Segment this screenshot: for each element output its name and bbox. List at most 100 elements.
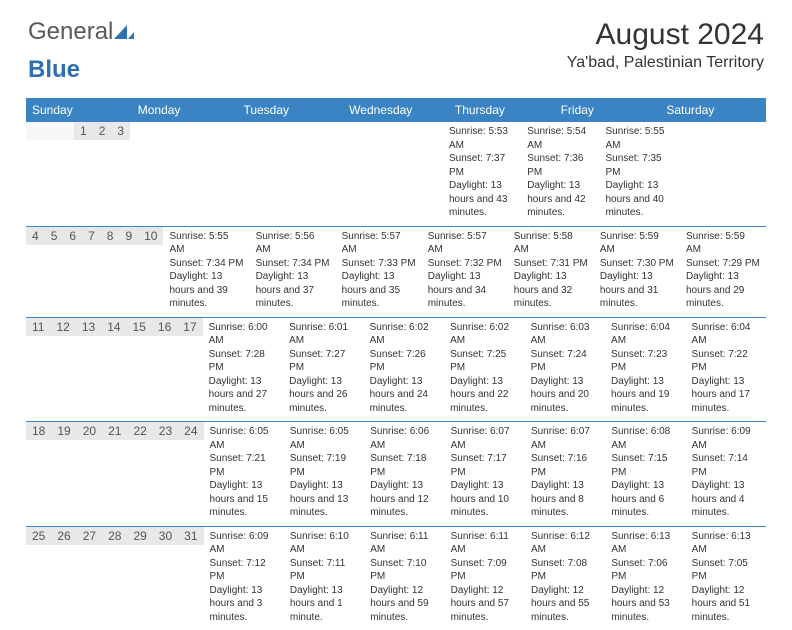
day-cell: Sunrise: 6:04 AMSunset: 7:22 PMDaylight:… xyxy=(686,318,766,422)
sunset-text: Sunset: 7:21 PM xyxy=(210,452,278,479)
day-number: 7 xyxy=(82,227,101,245)
sunset-text: Sunset: 7:28 PM xyxy=(209,348,277,375)
daylight-text: Daylight: 13 hours and 15 minutes. xyxy=(210,479,278,520)
sunset-text: Sunset: 7:24 PM xyxy=(531,348,599,375)
logo-text-blue: Blue xyxy=(28,56,80,83)
sunset-text: Sunset: 7:08 PM xyxy=(531,557,599,584)
day-number: 12 xyxy=(50,318,75,336)
sunrise-text: Sunrise: 6:12 AM xyxy=(531,530,599,557)
logo-text-general: General xyxy=(28,18,113,45)
sunset-text: Sunset: 7:35 PM xyxy=(605,152,671,179)
dayname-thursday: Thursday xyxy=(449,98,555,122)
dayname-sunday: Sunday xyxy=(26,98,132,122)
sunrise-text: Sunrise: 6:02 AM xyxy=(450,321,518,348)
sunrise-text: Sunrise: 6:07 AM xyxy=(451,425,519,452)
sunset-text: Sunset: 7:15 PM xyxy=(611,452,679,479)
day-cell: Sunrise: 5:56 AMSunset: 7:34 PMDaylight:… xyxy=(250,227,336,317)
sunrise-text: Sunrise: 6:07 AM xyxy=(531,425,599,452)
calendar-week: 18192021222324Sunrise: 6:05 AMSunset: 7:… xyxy=(26,422,766,527)
sunrise-text: Sunrise: 5:56 AM xyxy=(256,230,330,257)
daylight-text: Daylight: 13 hours and 43 minutes. xyxy=(449,179,515,220)
day-cell: Sunrise: 6:02 AMSunset: 7:25 PMDaylight:… xyxy=(444,318,524,422)
month-title: August 2024 xyxy=(567,18,764,52)
day-number: 26 xyxy=(51,527,76,545)
day-body-row: Sunrise: 6:09 AMSunset: 7:12 PMDaylight:… xyxy=(204,527,766,630)
daylight-text: Daylight: 13 hours and 24 minutes. xyxy=(370,375,438,416)
day-cell: Sunrise: 6:08 AMSunset: 7:15 PMDaylight:… xyxy=(605,422,685,526)
page-header: GeneralBlue August 2024 Ya'bad, Palestin… xyxy=(0,0,792,92)
daylight-text: Daylight: 13 hours and 10 minutes. xyxy=(451,479,519,520)
sunrise-text: Sunrise: 6:08 AM xyxy=(611,425,679,452)
day-body-row: Sunrise: 5:53 AMSunset: 7:37 PMDaylight:… xyxy=(130,122,678,226)
sunset-text: Sunset: 7:17 PM xyxy=(451,452,519,479)
day-body-row: Sunrise: 6:00 AMSunset: 7:28 PMDaylight:… xyxy=(203,318,766,422)
sunrise-text: Sunrise: 5:53 AM xyxy=(449,125,515,152)
dayname-friday: Friday xyxy=(555,98,661,122)
sunrise-text: Sunrise: 6:13 AM xyxy=(692,530,760,557)
day-cell: Sunrise: 5:57 AMSunset: 7:33 PMDaylight:… xyxy=(336,227,422,317)
day-cell: Sunrise: 6:03 AMSunset: 7:24 PMDaylight:… xyxy=(525,318,605,422)
day-number: 29 xyxy=(127,527,152,545)
day-cell: Sunrise: 5:59 AMSunset: 7:29 PMDaylight:… xyxy=(680,227,766,317)
sunset-text: Sunset: 7:18 PM xyxy=(370,452,438,479)
sunset-text: Sunset: 7:09 PM xyxy=(451,557,519,584)
daynum-row: 25262728293031 xyxy=(26,527,204,630)
day-cell: Sunrise: 5:54 AMSunset: 7:36 PMDaylight:… xyxy=(521,122,599,226)
day-number: 25 xyxy=(26,527,51,545)
dayname-monday: Monday xyxy=(132,98,238,122)
day-number: 10 xyxy=(138,227,163,245)
day-number: 4 xyxy=(26,227,45,245)
day-number: 17 xyxy=(177,318,202,336)
day-cell: Sunrise: 6:11 AMSunset: 7:09 PMDaylight:… xyxy=(445,527,525,630)
sunrise-text: Sunrise: 5:58 AM xyxy=(514,230,588,257)
calendar-week: 45678910Sunrise: 5:55 AMSunset: 7:34 PMD… xyxy=(26,227,766,318)
daylight-text: Daylight: 13 hours and 29 minutes. xyxy=(686,270,760,311)
sunrise-text: Sunrise: 5:59 AM xyxy=(686,230,760,257)
sunrise-text: Sunrise: 6:05 AM xyxy=(210,425,278,452)
daylight-text: Daylight: 12 hours and 59 minutes. xyxy=(370,584,438,625)
logo-text: General Blue xyxy=(28,18,134,84)
day-body-row: Sunrise: 5:55 AMSunset: 7:34 PMDaylight:… xyxy=(163,227,766,317)
weeks-container: 123Sunrise: 5:53 AMSunset: 7:37 PMDaylig… xyxy=(26,122,766,630)
day-cell: Sunrise: 5:59 AMSunset: 7:30 PMDaylight:… xyxy=(594,227,680,317)
sunset-text: Sunset: 7:27 PM xyxy=(289,348,357,375)
day-number: 13 xyxy=(76,318,101,336)
day-cell: Sunrise: 5:55 AMSunset: 7:35 PMDaylight:… xyxy=(599,122,677,226)
sunrise-text: Sunrise: 5:54 AM xyxy=(527,125,593,152)
day-number xyxy=(50,122,62,140)
day-cell: Sunrise: 6:11 AMSunset: 7:10 PMDaylight:… xyxy=(364,527,444,630)
calendar-week: 123Sunrise: 5:53 AMSunset: 7:37 PMDaylig… xyxy=(26,122,766,227)
day-cell: Sunrise: 6:10 AMSunset: 7:11 PMDaylight:… xyxy=(284,527,364,630)
day-number: 22 xyxy=(127,422,152,440)
sunrise-text: Sunrise: 6:03 AM xyxy=(531,321,599,348)
day-cell: Sunrise: 5:58 AMSunset: 7:31 PMDaylight:… xyxy=(508,227,594,317)
sunrise-text: Sunrise: 6:00 AM xyxy=(209,321,277,348)
daylight-text: Daylight: 13 hours and 27 minutes. xyxy=(209,375,277,416)
day-number: 23 xyxy=(153,422,178,440)
day-number: 11 xyxy=(26,318,50,336)
sunrise-text: Sunrise: 6:04 AM xyxy=(611,321,679,348)
day-cell: Sunrise: 6:07 AMSunset: 7:17 PMDaylight:… xyxy=(445,422,525,526)
sunset-text: Sunset: 7:22 PM xyxy=(692,348,760,375)
sunrise-text: Sunrise: 6:11 AM xyxy=(451,530,519,557)
day-cell: Sunrise: 6:05 AMSunset: 7:21 PMDaylight:… xyxy=(204,422,284,526)
sunset-text: Sunset: 7:33 PM xyxy=(342,257,416,271)
day-number: 27 xyxy=(77,527,102,545)
sunrise-text: Sunrise: 6:10 AM xyxy=(290,530,358,557)
day-number: 9 xyxy=(119,227,138,245)
daylight-text: Daylight: 13 hours and 42 minutes. xyxy=(527,179,593,220)
daylight-text: Daylight: 13 hours and 3 minutes. xyxy=(210,584,278,625)
daylight-text: Daylight: 13 hours and 37 minutes. xyxy=(256,270,330,311)
daylight-text: Daylight: 12 hours and 53 minutes. xyxy=(611,584,679,625)
day-number: 1 xyxy=(74,122,93,140)
daynum-row: 11121314151617 xyxy=(26,318,203,422)
sunset-text: Sunset: 7:26 PM xyxy=(370,348,438,375)
daylight-text: Daylight: 13 hours and 31 minutes. xyxy=(600,270,674,311)
dayname-wednesday: Wednesday xyxy=(343,98,449,122)
sunrise-text: Sunrise: 6:09 AM xyxy=(692,425,760,452)
daylight-text: Daylight: 13 hours and 1 minute. xyxy=(290,584,358,625)
sunset-text: Sunset: 7:37 PM xyxy=(449,152,515,179)
day-cell: Sunrise: 6:09 AMSunset: 7:14 PMDaylight:… xyxy=(686,422,766,526)
day-number: 18 xyxy=(26,422,51,440)
day-number: 24 xyxy=(178,422,203,440)
